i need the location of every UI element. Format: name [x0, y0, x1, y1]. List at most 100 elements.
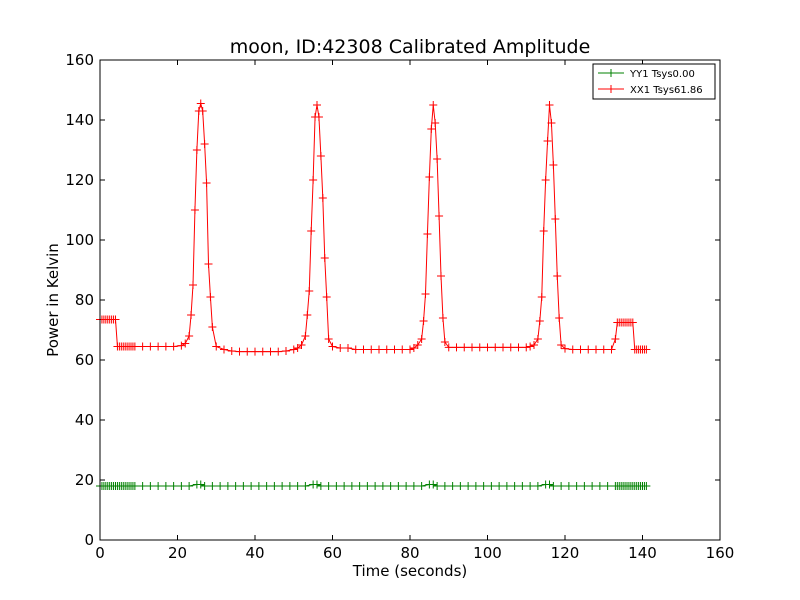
data-point: [227, 347, 236, 355]
data-point: [460, 343, 469, 352]
data-point: [196, 480, 205, 489]
data-point: [535, 317, 544, 325]
data-point: [169, 342, 178, 351]
data-point: [572, 482, 581, 490]
data-point: [309, 176, 318, 184]
data-point: [254, 482, 263, 490]
legend-box: [592, 63, 716, 100]
data-point: [533, 482, 542, 490]
data-point: [553, 272, 562, 280]
data-point: [557, 482, 566, 490]
data-point: [111, 315, 120, 324]
axes-layer: 0 20 40 60 80 100 120 140 160 0 20 40 60 80 100 120 140 1…: [65, 51, 734, 562]
data-point: [491, 343, 500, 352]
legend-label-xx1: XX1 Tsys61.86: [630, 85, 703, 96]
data-point: [239, 482, 248, 490]
data-point: [154, 342, 163, 351]
data-point: [154, 482, 163, 490]
data-point: [351, 345, 360, 354]
data-point: [394, 482, 403, 490]
data-point: [262, 482, 271, 490]
data-point: [419, 317, 428, 325]
data-point: [435, 212, 444, 220]
data-point: [307, 227, 316, 235]
data-point: [440, 482, 449, 490]
y-tick-label: 80: [75, 291, 94, 309]
data-point: [285, 482, 294, 490]
x-tick-label: 160: [706, 544, 735, 562]
data-point: [502, 482, 511, 490]
data-point: [499, 343, 507, 352]
data-point: [599, 345, 608, 354]
data-point: [177, 482, 186, 490]
data-point: [444, 343, 453, 352]
data-point: [235, 347, 244, 356]
data-point: [409, 482, 418, 490]
data-point: [429, 101, 438, 109]
data-point: [130, 482, 139, 490]
data-point: [487, 482, 496, 490]
data-point: [456, 482, 465, 490]
data-point: [146, 342, 155, 351]
data-point: [580, 482, 589, 490]
data-point: [438, 314, 447, 322]
data-point: [543, 137, 552, 145]
data-point: [561, 344, 569, 353]
x-tick-label: 40: [245, 544, 264, 562]
data-point: [190, 206, 199, 214]
data-point: [130, 342, 139, 351]
data-point: [390, 345, 399, 354]
data-point: [318, 194, 327, 202]
data-point: [208, 323, 217, 331]
data-point: [541, 176, 550, 184]
data-point: [301, 482, 310, 490]
data-point: [328, 342, 337, 351]
data-point: [340, 482, 349, 490]
data-point: [289, 345, 298, 354]
data-point: [138, 342, 147, 351]
x-tick-label: 100: [473, 544, 502, 562]
data-point: [375, 345, 383, 354]
data-point: [568, 345, 577, 354]
data-point: [518, 482, 527, 490]
data-point: [551, 215, 560, 223]
data-point: [417, 482, 426, 490]
data-point: [386, 482, 395, 490]
data-point: [533, 335, 542, 343]
data-point: [440, 338, 449, 346]
data-point: [270, 482, 279, 490]
data-point: [161, 342, 170, 351]
data-point: [303, 311, 312, 319]
y-tick-label: 160: [65, 51, 94, 69]
series-0: [96, 480, 651, 490]
data-point: [557, 341, 566, 349]
data-point: [200, 482, 209, 490]
y-tick-label: 20: [75, 471, 94, 489]
data-point: [537, 293, 546, 301]
data-point: [187, 311, 196, 319]
y-tick-label: 0: [84, 531, 94, 549]
data-point: [510, 482, 519, 490]
data-point: [471, 482, 480, 490]
data-point: [433, 155, 442, 163]
series-1: [96, 99, 651, 356]
data-point: [185, 332, 194, 340]
legend-label-yy1: YY1 Tsys0.00: [629, 69, 695, 80]
data-point: [293, 482, 302, 490]
data-point: [146, 482, 155, 490]
x-tick-label: 80: [400, 544, 419, 562]
data-point: [243, 347, 252, 356]
data-point: [425, 173, 434, 181]
data-point: [202, 179, 211, 187]
data-point: [314, 113, 323, 121]
data-point: [382, 345, 391, 354]
data-point: [336, 344, 345, 352]
y-axis-label: Power in Kelvin: [44, 243, 62, 357]
data-point: [181, 339, 190, 348]
data-point: [313, 480, 321, 489]
data-point: [223, 482, 232, 490]
legend-marker-xx1: [607, 85, 615, 93]
data-point: [588, 482, 597, 490]
series-layer: [96, 99, 651, 490]
